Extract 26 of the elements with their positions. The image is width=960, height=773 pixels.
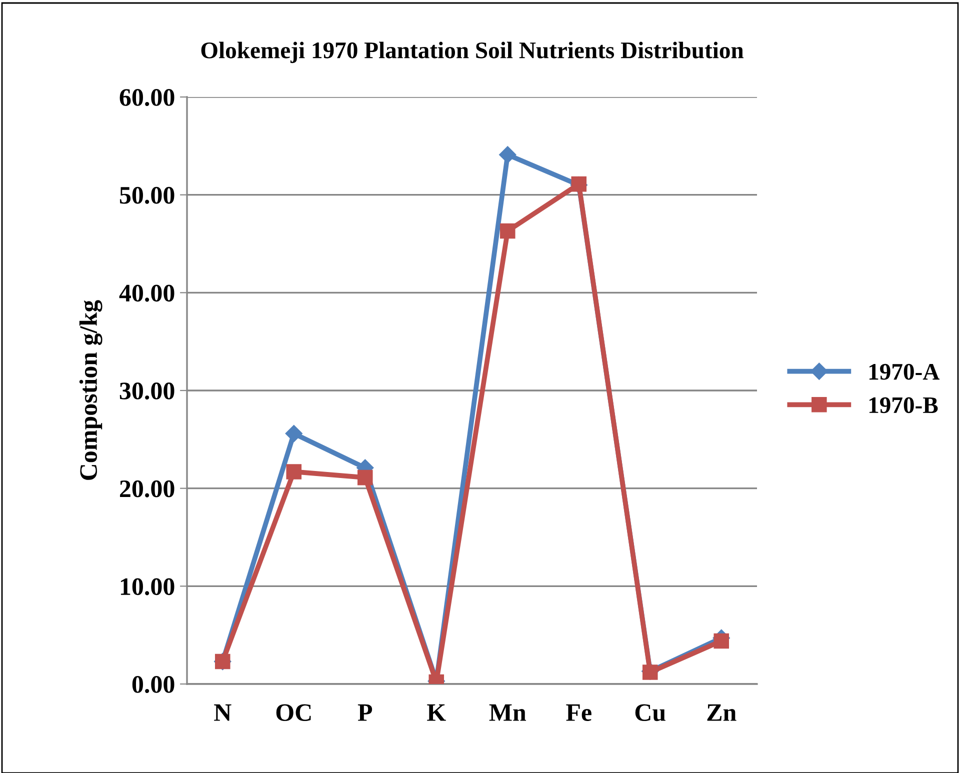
y-tick-label: 50.00 <box>120 186 174 204</box>
point <box>357 470 373 486</box>
point <box>499 146 516 164</box>
y-tick-label: 0.00 <box>132 676 174 694</box>
y-tick-label: 20.00 <box>120 480 174 498</box>
x-tick-label: Mn <box>489 704 526 721</box>
y-tick-label: 40.00 <box>119 284 174 302</box>
x-tick-label: P <box>358 704 372 721</box>
point <box>500 223 516 239</box>
x-tick-label: Fe <box>566 704 592 722</box>
point <box>285 424 302 442</box>
point <box>286 464 302 480</box>
x-tick-label: OC <box>276 704 311 722</box>
x-tick-label: Cu <box>635 704 666 722</box>
legend-label: 1970-B <box>869 397 938 414</box>
legend-label: 1970-A <box>869 364 940 380</box>
x-tick-label: Zn <box>707 704 736 721</box>
y-tick-label: 30.00 <box>120 382 174 400</box>
y-tick-label: 10.00 <box>120 578 174 596</box>
y-tick-label: 60.00 <box>120 89 174 106</box>
y-axis-title: Compostion g/kg <box>79 300 102 480</box>
point <box>714 633 730 649</box>
chart-title: Olokemeji 1970 Plantation Soil Nutrients Distribution <box>201 42 744 64</box>
x-tick-label: N <box>214 704 232 721</box>
point <box>642 664 658 680</box>
x-tick-label: K <box>427 704 446 721</box>
